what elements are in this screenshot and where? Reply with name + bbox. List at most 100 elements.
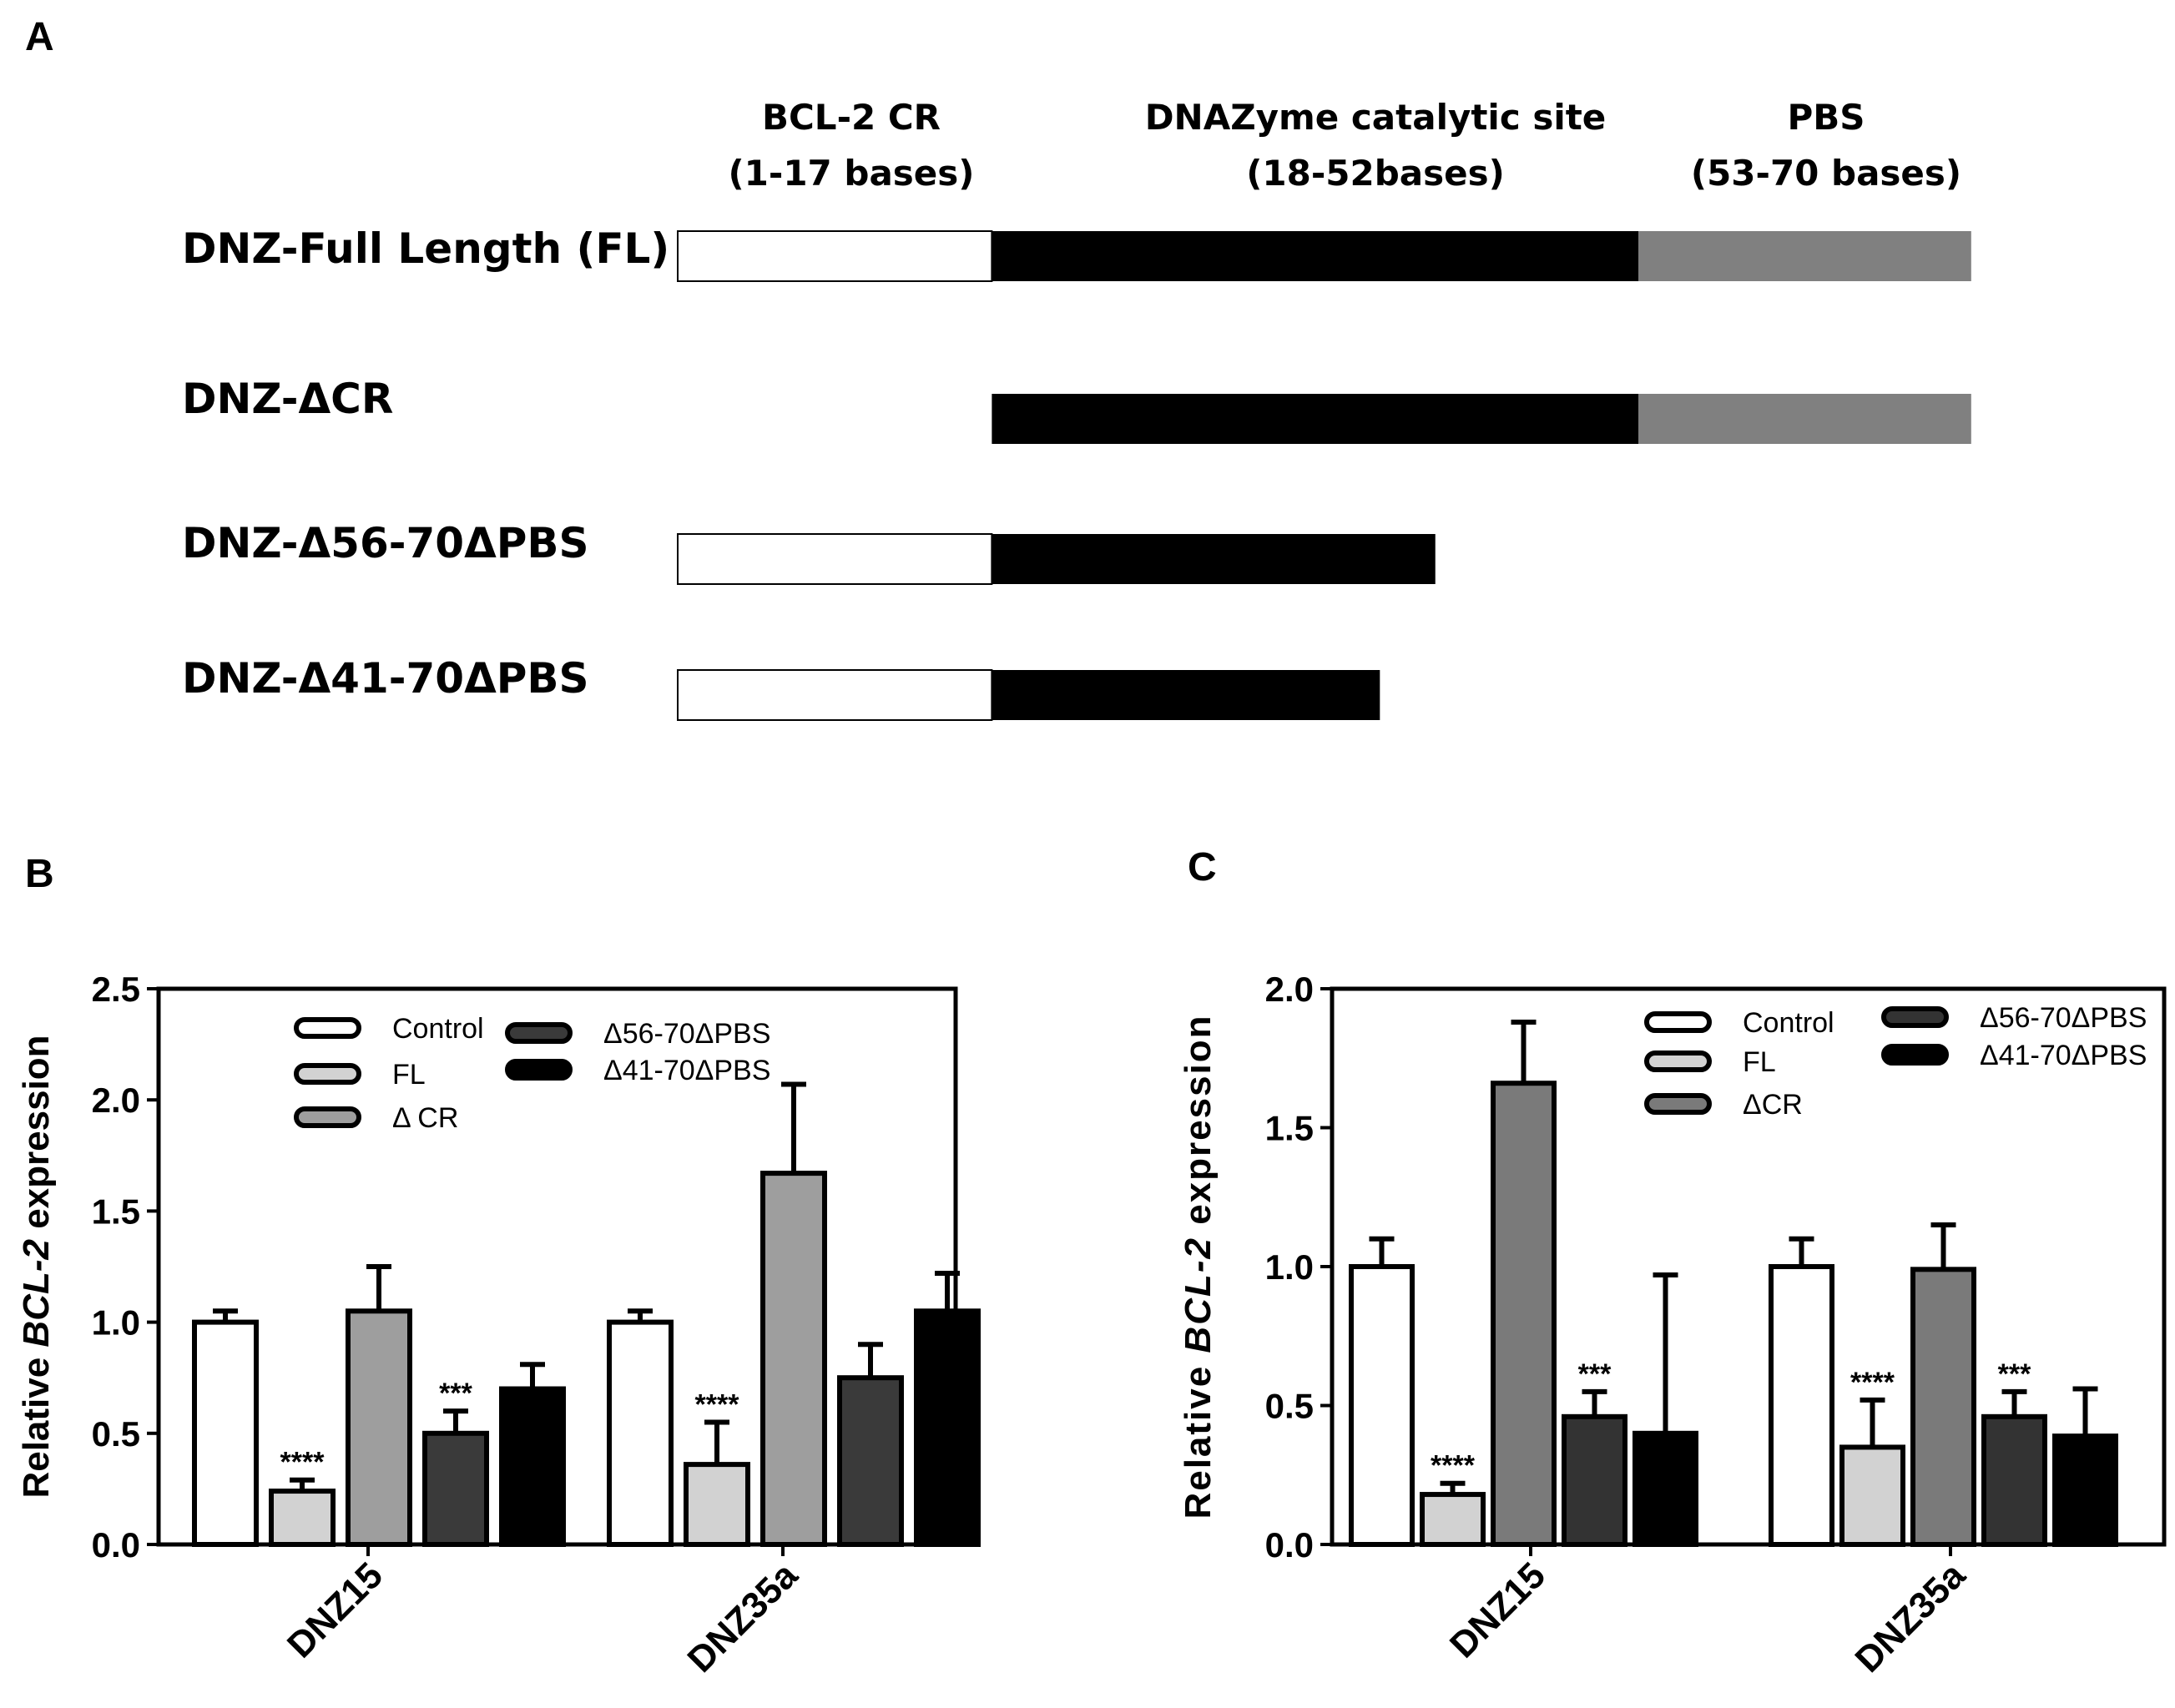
panel-b-bar-DNZ35a-4 — [914, 1308, 981, 1548]
panel-b-bars: ******* **** — [192, 1081, 981, 1548]
panel-b-category-label-1: DNZ35a — [680, 1554, 806, 1680]
panel-c-legend-label-1: FL — [1743, 1046, 1776, 1078]
construct-name-d41: DNZ-Δ41-70ΔPBS — [182, 654, 589, 703]
region-header-catalytic-line2: (18-52bases) — [1246, 153, 1505, 194]
construct-2-segment-pbs — [1638, 394, 1971, 444]
panel-b-y-axis-label: Relative BCL-2 expression — [16, 1035, 57, 1498]
panel-c-bar-DNZ35a-2 — [1910, 1267, 1976, 1547]
panel-c-y-label-prefix: Relative — [1178, 1353, 1219, 1519]
region-header-catalytic-line1: DNAZyme catalytic site — [1145, 97, 1607, 138]
panel-b-legend-swatch-2 — [294, 1106, 361, 1128]
region-header-pbs-line2: (53-70 bases) — [1691, 153, 1961, 194]
panel-c-legend-label-3: Δ56-70ΔPBS — [1980, 1002, 2147, 1034]
construct-1-segment-pbs — [1638, 231, 1971, 281]
panel-c-bar-DNZ35a-4 — [2052, 1433, 2118, 1547]
construct-name-dcr: DNZ-ΔCR — [182, 375, 393, 423]
region-header-cr: BCL-2 CR (1-17 bases) — [728, 97, 974, 194]
construct-bars — [677, 230, 1971, 721]
panel-b-legend: Control FL Δ CR Δ56-70ΔPBS Δ41-70ΔPBS — [294, 1013, 770, 1134]
panel-b-y-label-gene: BCL-2 — [16, 1238, 57, 1347]
region-header-cr-line2: (1-17 bases) — [728, 153, 974, 194]
panel-b-legend-label-1: FL — [392, 1059, 426, 1091]
panel-b-y-tick-label-1: 0.5 — [92, 1414, 140, 1454]
panel-c-legend-label-4: Δ41-70ΔPBS — [1980, 1040, 2147, 1071]
panel-b-y-tick-label-0: 0.0 — [92, 1525, 140, 1564]
panel-c-bars: ******* **** *** — [1349, 1019, 2118, 1548]
panel-c-legend-swatch-4 — [1881, 1044, 1949, 1066]
construct-2-segment-catalytic — [992, 394, 1639, 444]
panel-c-y-tick-label-4: 2.0 — [1265, 970, 1314, 1009]
panel-b-y-tick-label-5: 2.5 — [92, 970, 140, 1009]
panel-b-bar-DNZ15-2 — [346, 1308, 412, 1548]
construct-1-segment-cr — [677, 230, 993, 282]
panel-b-legend-swatch-3 — [505, 1022, 573, 1044]
panel-c-y-axis-label: Relative BCL-2 expression — [1178, 1014, 1219, 1519]
panel-c-bar-DNZ15-2 — [1491, 1081, 1557, 1547]
panel-c-y-tick-label-2: 1.0 — [1265, 1247, 1314, 1287]
panel-b-legend-label-3: Δ56-70ΔPBS — [603, 1018, 770, 1050]
panel-b-legend-swatch-1 — [294, 1063, 361, 1085]
panel-a-schematic: A BCL-2 CR (1-17 bases) DNAZyme catalyti… — [25, 15, 1971, 721]
panel-c-legend-label-0: Control — [1743, 1007, 1834, 1039]
panel-b-bar-DNZ15-3 — [422, 1430, 489, 1548]
panel-c-legend-swatch-3 — [1881, 1006, 1949, 1028]
construct-3-segment-catalytic — [992, 534, 1436, 584]
panel-c-legend-swatch-0 — [1644, 1011, 1712, 1033]
panel-b-legend-swatch-4 — [505, 1059, 573, 1081]
panel-b-significance-0-1: **** — [280, 1447, 325, 1479]
region-header-catalytic: DNAZyme catalytic site (18-52bases) — [1145, 97, 1607, 194]
panel-b-legend-label-0: Control — [392, 1013, 484, 1045]
panel-c-label: C — [1188, 845, 1217, 889]
panel-c-chart: C Relative BCL-2 expression 0.0 0.5 1.0 1.5… — [1178, 845, 2167, 1680]
panel-c-bar-DNZ15-4 — [1633, 1430, 1698, 1548]
panel-b-significance-0-3: *** — [439, 1378, 472, 1409]
panel-b-chart: B Relative BCL-2 expression 0.0 0.5 1.0 1.5… — [16, 852, 981, 1680]
panel-c-category-label-1: DNZ35a — [1848, 1554, 1974, 1680]
panel-c-significance-1-3: *** — [1998, 1358, 2031, 1390]
panel-c-axes: 0.0 0.5 1.0 1.5 2.0 — [1265, 970, 1332, 1564]
region-header-pbs: PBS (53-70 bases) — [1691, 97, 1961, 194]
panel-b-bar-DNZ35a-0 — [607, 1319, 674, 1547]
panel-b-significance-1-1: **** — [695, 1388, 740, 1420]
panel-c-legend: Control FL ΔCR Δ56-70ΔPBS Δ41-70ΔPBS — [1644, 1002, 2147, 1121]
panel-b-legend-label-2: Δ CR — [392, 1102, 458, 1134]
panel-c-bar-DNZ35a-1 — [1839, 1444, 1905, 1547]
panel-b-y-tick-label-2: 1.0 — [92, 1303, 140, 1343]
panel-b-bar-DNZ35a-2 — [760, 1171, 827, 1548]
panel-c-bar-DNZ15-3 — [1562, 1413, 1627, 1547]
panel-b-category-label-0: DNZ15 — [280, 1554, 391, 1665]
panel-c-significance-0-1: **** — [1431, 1450, 1476, 1482]
panel-b-bar-DNZ15-1 — [269, 1489, 336, 1547]
panel-c-bar-DNZ15-1 — [1420, 1492, 1486, 1548]
construct-name-fl: DNZ-Full Length (FL) — [182, 224, 669, 273]
panel-b-category-labels: DNZ15 DNZ35a — [280, 1544, 806, 1680]
panel-b-label: B — [25, 852, 54, 896]
panel-c-category-label-0: DNZ15 — [1442, 1554, 1553, 1665]
panel-c-bar-DNZ15-0 — [1349, 1264, 1415, 1547]
panel-c-legend-label-2: ΔCR — [1743, 1089, 1803, 1121]
construct-name-d56: DNZ-Δ56-70ΔPBS — [182, 519, 589, 567]
panel-b-y-tick-label-3: 1.5 — [92, 1192, 140, 1231]
panel-c-y-tick-label-1: 0.5 — [1265, 1387, 1314, 1426]
panel-c-significance-0-3: *** — [1578, 1358, 1612, 1390]
panel-c-bar-DNZ35a-0 — [1769, 1264, 1834, 1547]
panel-b-bar-DNZ15-4 — [499, 1386, 566, 1548]
construct-1-segment-catalytic — [992, 231, 1639, 281]
panel-b-legend-label-4: Δ41-70ΔPBS — [603, 1055, 770, 1086]
construct-4-segment-catalytic — [992, 670, 1380, 720]
panel-c-y-tick-label-0: 0.0 — [1265, 1525, 1314, 1564]
panel-c-category-labels: DNZ15 DNZ35a — [1442, 1544, 1974, 1680]
panel-c-legend-swatch-2 — [1644, 1093, 1712, 1115]
panel-b-y-tick-label-4: 2.0 — [92, 1081, 140, 1120]
panel-b-y-label-prefix: Relative — [16, 1348, 57, 1499]
panel-b-bar-DNZ15-0 — [192, 1319, 259, 1547]
construct-4-segment-cr — [677, 669, 993, 721]
panel-c-significance-1-1: **** — [1850, 1367, 1895, 1398]
region-header-pbs-line1: PBS — [1787, 97, 1865, 138]
panel-b-bar-DNZ35a-1 — [684, 1462, 750, 1547]
panel-c-legend-swatch-1 — [1644, 1050, 1712, 1072]
region-header-cr-line1: BCL-2 CR — [762, 97, 941, 138]
panel-b-axes: 0.0 0.5 1.0 1.5 2.0 2.5 — [92, 970, 159, 1564]
panel-c-y-tick-label-3: 1.5 — [1265, 1109, 1314, 1148]
